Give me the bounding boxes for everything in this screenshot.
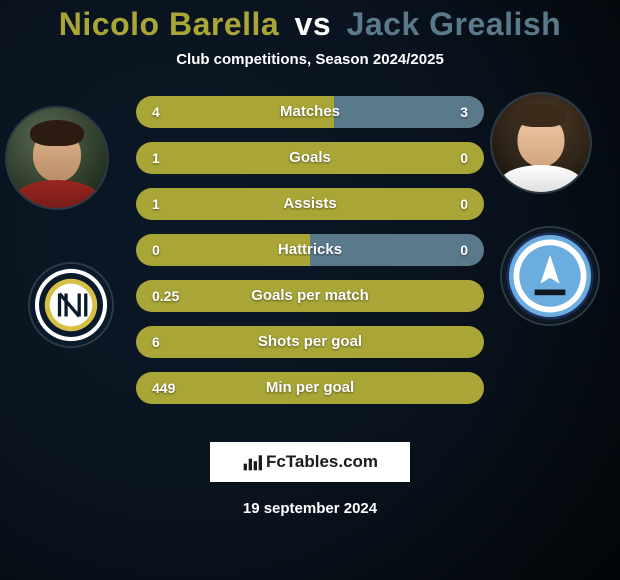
player-photo-right — [490, 92, 592, 194]
stat-label: Shots per goal — [136, 326, 484, 358]
bars-icon — [242, 452, 262, 472]
site-name: FcTables.com — [266, 452, 378, 472]
stat-row: 10Goals — [136, 142, 484, 174]
player-photo-left — [5, 106, 109, 210]
club-badge-left — [28, 262, 114, 348]
site-logo-box[interactable]: FcTables.com — [210, 442, 410, 482]
title-player2: Jack Grealish — [347, 6, 562, 42]
club-badge-right — [500, 226, 600, 326]
face-silhouette — [7, 108, 107, 208]
stat-label: Min per goal — [136, 372, 484, 404]
stat-row: 43Matches — [136, 96, 484, 128]
stat-label: Assists — [136, 188, 484, 220]
page-title: Nicolo Barella vs Jack Grealish — [0, 6, 620, 43]
stat-row: 0.25Goals per match — [136, 280, 484, 312]
comparison-area: 43Matches 10Goals 10Assists 00Hattricks 0.25… — [0, 96, 620, 426]
inter-badge-icon — [30, 264, 112, 346]
face-silhouette — [492, 94, 590, 192]
stat-row: 6Shots per goal — [136, 326, 484, 358]
stat-label: Goals — [136, 142, 484, 174]
date-label: 19 september 2024 — [0, 500, 620, 517]
subtitle: Club competitions, Season 2024/2025 — [0, 51, 620, 68]
title-vs: vs — [295, 6, 332, 42]
content: Nicolo Barella vs Jack Grealish Club com… — [0, 0, 620, 580]
stat-row: 10Assists — [136, 188, 484, 220]
stat-row: 449Min per goal — [136, 372, 484, 404]
stat-label: Matches — [136, 96, 484, 128]
stat-label: Hattricks — [136, 234, 484, 266]
stat-row: 00Hattricks — [136, 234, 484, 266]
stat-label: Goals per match — [136, 280, 484, 312]
mancity-badge-icon — [502, 228, 598, 324]
title-player1: Nicolo Barella — [59, 6, 279, 42]
stats-list: 43Matches 10Goals 10Assists 00Hattricks 0.25… — [136, 96, 484, 404]
